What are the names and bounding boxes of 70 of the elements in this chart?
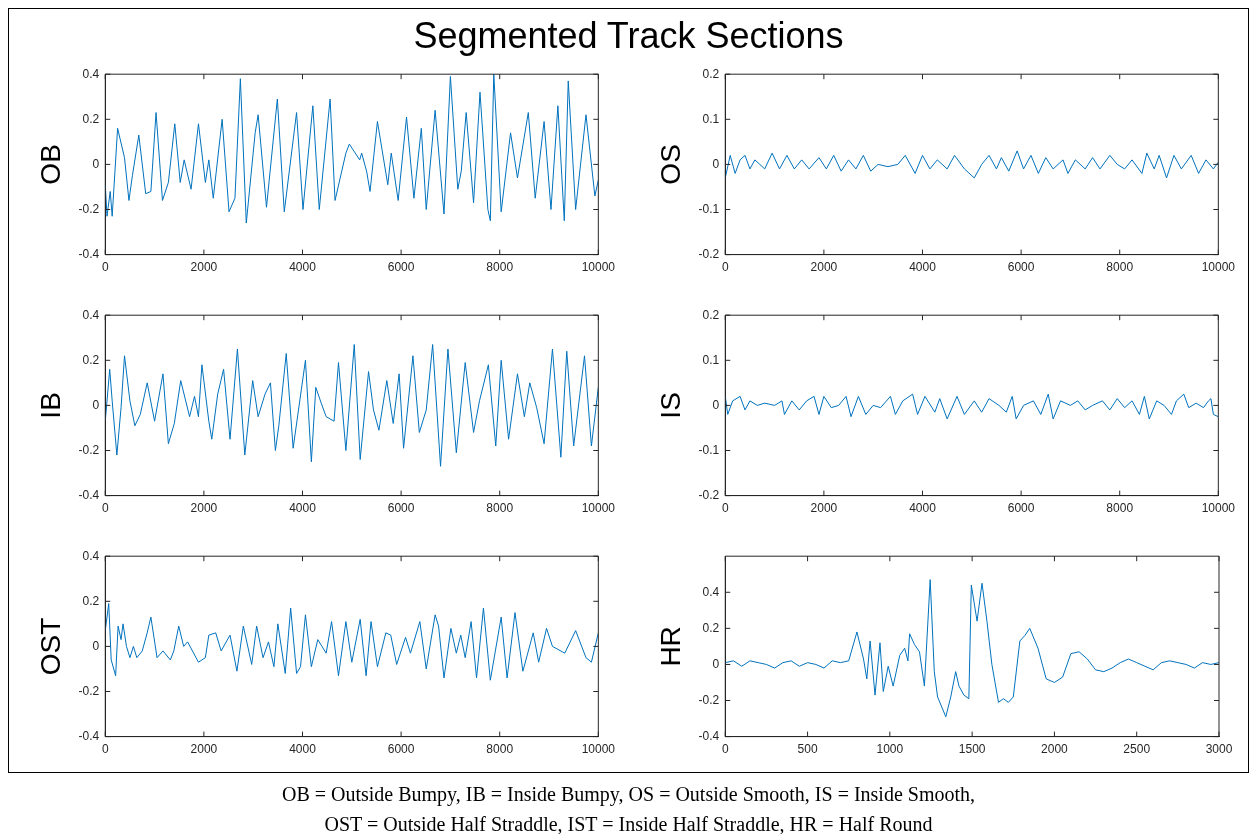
x-tick-label: 10000 — [581, 501, 616, 516]
x-tick-label: 1000 — [876, 742, 904, 757]
y-tick-label: 0.2 — [82, 111, 100, 126]
y-tick-label: -0.2 — [698, 487, 720, 502]
y-tick-label: -0.4 — [78, 246, 100, 261]
y-tick-label: 0 — [712, 656, 720, 671]
x-tick-label: 2000 — [190, 501, 218, 516]
y-tick-label: 0 — [92, 156, 100, 171]
y-axis-title: OB — [34, 144, 66, 185]
x-tick-label: 4000 — [909, 260, 937, 275]
y-axis-title: HR — [654, 626, 686, 667]
y-tick-label: -0.2 — [698, 246, 720, 261]
x-tick-label: 6000 — [1007, 260, 1035, 275]
y-tick-label: -0.2 — [78, 201, 100, 216]
x-tick-label: 6000 — [387, 501, 415, 516]
y-tick-label: -0.4 — [78, 487, 100, 502]
x-tick-label: 8000 — [1106, 501, 1134, 516]
y-tick-label: 0 — [92, 397, 100, 412]
x-tick-label: 2000 — [190, 742, 218, 757]
x-tick-label: 4000 — [289, 742, 317, 757]
x-tick-label: 8000 — [486, 742, 514, 757]
y-tick-label: -0.2 — [78, 442, 100, 457]
x-tick-label: 10000 — [1201, 260, 1236, 275]
x-tick-label: 4000 — [289, 501, 317, 516]
y-tick-label: 0 — [92, 638, 100, 653]
y-tick-label: 0.1 — [702, 352, 720, 367]
x-tick-label: 4000 — [909, 501, 937, 516]
y-tick-label: 0.2 — [82, 593, 100, 608]
y-tick-label: 0.1 — [702, 111, 720, 126]
x-tick-label: 6000 — [387, 260, 415, 275]
x-tick-label: 500 — [797, 742, 818, 757]
y-tick-label: 0.2 — [702, 66, 720, 81]
text: OB = Outside Bumpy, IB = Inside Bumpy, OS = Outside Smooth, IS = Inside Smooth, — [280, 782, 977, 808]
y-tick-label: 0.4 — [82, 66, 100, 81]
x-tick-label: 6000 — [387, 742, 415, 757]
y-tick-label: -0.2 — [698, 692, 720, 707]
y-tick-label: -0.4 — [698, 728, 720, 743]
x-tick-label: 4000 — [289, 260, 317, 275]
x-tick-label: 10000 — [581, 260, 616, 275]
y-tick-label: 0.2 — [82, 352, 100, 367]
y-tick-label: 0.4 — [82, 307, 100, 322]
x-tick-label: 2000 — [190, 260, 218, 275]
y-tick-label: 0.2 — [702, 620, 720, 635]
x-tick-label: 8000 — [486, 501, 514, 516]
y-axis-title: OST — [34, 617, 66, 676]
y-tick-label: -0.1 — [698, 442, 720, 457]
x-tick-label: 6000 — [1007, 501, 1035, 516]
y-tick-label: -0.4 — [78, 728, 100, 743]
x-tick-label: 10000 — [581, 742, 616, 757]
y-tick-label: -0.2 — [78, 683, 100, 698]
y-axis-title: IB — [34, 392, 66, 419]
x-tick-label: 2000 — [1041, 742, 1069, 757]
y-axis-title: IS — [654, 392, 686, 419]
x-tick-label: 8000 — [1106, 260, 1134, 275]
x-tick-label: 8000 — [486, 260, 514, 275]
x-tick-label: 2000 — [810, 501, 838, 516]
x-tick-label: 10000 — [1201, 501, 1236, 516]
y-tick-label: 0 — [712, 397, 720, 412]
x-tick-label: 3000 — [1205, 742, 1233, 757]
x-tick-label: 2500 — [1123, 742, 1151, 757]
y-axis-title: OS — [654, 144, 686, 185]
x-tick-label: 2000 — [810, 260, 838, 275]
x-tick-label: 1500 — [958, 742, 986, 757]
y-tick-label: 0.2 — [702, 307, 720, 322]
chart-title: Segmented Track Sections — [412, 15, 845, 57]
y-tick-label: 0.4 — [82, 548, 100, 563]
y-tick-label: -0.1 — [698, 201, 720, 216]
y-tick-label: 0 — [712, 156, 720, 171]
text: OST = Outside Half Straddle, IST = Inside Half Straddle, HR = Half Round — [323, 812, 934, 834]
y-tick-label: 0.4 — [702, 584, 720, 599]
